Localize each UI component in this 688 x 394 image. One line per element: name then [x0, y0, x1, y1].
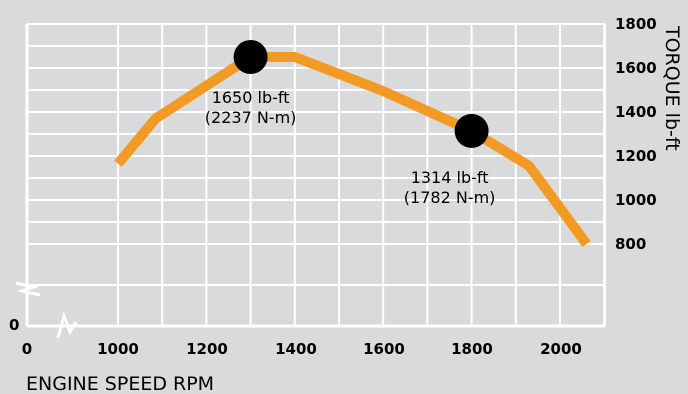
- x-tick-label: 1400: [275, 340, 317, 358]
- tick-labels: 0 1000 1200 1400 1600 1800 2000 0 800 1000 1200 140…: [9, 15, 657, 358]
- x-tick-label: 1800: [451, 340, 493, 358]
- series-line-0: [114, 52, 591, 247]
- annotation-torque-nm: (1782 N-m): [404, 188, 496, 207]
- x-tick-label: 2000: [540, 340, 582, 358]
- grid: [27, 23, 606, 326]
- plot-area: [27, 24, 605, 326]
- x-tick-label: 1600: [363, 340, 405, 358]
- x-axis-break: [56, 311, 78, 339]
- y-tick-label: 800: [615, 235, 646, 253]
- y-tick-label: 1600: [615, 59, 657, 77]
- y-tick-label: 1400: [615, 103, 657, 121]
- x-tick-label: 0: [22, 340, 32, 358]
- y-axis-title: TORQUE lb-ft: [661, 25, 683, 151]
- annotation-torque-lbft: 1650 lb-ft: [212, 88, 290, 107]
- x-tick-label: 1000: [97, 340, 139, 358]
- y-axis-break: [15, 281, 41, 297]
- y-tick-label: 1800: [615, 15, 657, 33]
- y-tick-label: 1000: [615, 191, 657, 209]
- y-tick-label: 1200: [615, 147, 657, 165]
- x-tick-label: 1200: [186, 340, 228, 358]
- annotation-torque-lbft: 1314 lb-ft: [411, 168, 489, 187]
- x-axis-title: ENGINE SPEED RPM: [26, 373, 214, 394]
- data-point-marker: [454, 113, 489, 148]
- annotation-torque-nm: (2237 N-m): [205, 108, 297, 127]
- y-tick-label: 0: [9, 316, 19, 334]
- data-point-marker: [233, 40, 268, 74]
- series-layer: [114, 52, 591, 247]
- axes: [15, 23, 606, 339]
- annotations: 1650 lb-ft(2237 N-m) 1314 lb-ft(1782 N-m): [205, 40, 496, 207]
